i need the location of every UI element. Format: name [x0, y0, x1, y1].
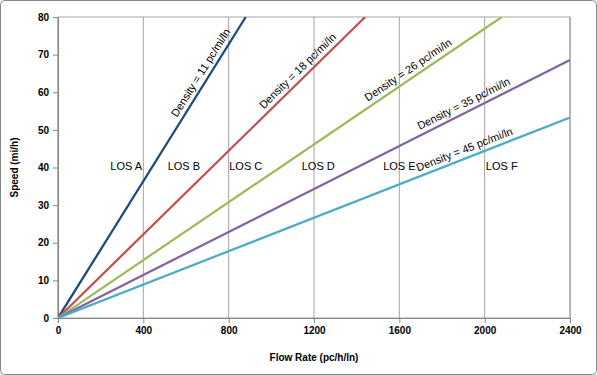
line-label: Density = 11 pc/mi/ln — [169, 26, 233, 119]
density-line — [58, 17, 246, 318]
x-tick: 1200 — [303, 318, 326, 336]
y-tick-mark — [53, 318, 58, 319]
y-axis-line — [58, 18, 59, 319]
annotations: LOS A LOS B LOS C LOS D LOS E LOS F — [110, 160, 518, 172]
density-line — [58, 17, 365, 318]
los-label: LOS D — [302, 160, 335, 172]
los-label: LOS C — [229, 160, 262, 172]
chart: 0 400 800 1200 1600 2000 2400 0 10 20 30 40 50 60 70 80… — [0, 0, 597, 375]
grid-line — [143, 17, 144, 318]
x-tick-label: 1200 — [303, 325, 326, 336]
y-tick-label: 80 — [38, 12, 50, 23]
y-tick-label: 30 — [38, 200, 50, 211]
y-tick-mark — [53, 92, 58, 93]
line-label: Density = 26 pc/mi/ln — [362, 36, 453, 103]
plot-frame — [58, 17, 570, 318]
x-tick: 2000 — [474, 318, 497, 336]
density-line — [58, 17, 502, 318]
y-tick-mark — [53, 168, 58, 169]
x-axis-title: Flow Rate (pc/h/ln) — [270, 352, 359, 363]
y-tick-label: 10 — [38, 275, 50, 286]
los-label: LOS A — [110, 160, 142, 172]
y-tick-label: 60 — [38, 87, 50, 98]
y-tick: 10 — [38, 275, 58, 286]
x-tick-mark — [399, 318, 400, 323]
x-tick: 400 — [135, 318, 152, 336]
x-tick-mark — [485, 318, 486, 323]
y-tick-mark — [53, 130, 58, 131]
y-tick-mark — [53, 243, 58, 244]
x-tick-label: 800 — [221, 325, 238, 336]
x-axis: 0 400 800 1200 1600 2000 2400 — [56, 318, 582, 336]
x-tick: 0 — [56, 318, 62, 336]
grid — [58, 17, 570, 318]
x-tick-mark — [229, 318, 230, 323]
line-labels: Density = 11 pc/mi/ln Density = 18 pc/mi/… — [169, 26, 515, 173]
los-label: LOS B — [168, 160, 200, 172]
lines — [58, 17, 570, 318]
x-tick-label: 2000 — [474, 325, 497, 336]
los-label: LOS E — [383, 160, 415, 172]
y-tick: 50 — [38, 125, 58, 136]
x-tick-label: 2400 — [559, 325, 582, 336]
y-tick-mark — [53, 17, 58, 18]
y-tick-label: 50 — [38, 125, 50, 136]
plot: 0 400 800 1200 1600 2000 2400 0 10 20 30 40 50 60 70 80… — [38, 12, 582, 336]
y-tick: 80 — [38, 12, 58, 23]
y-tick-mark — [53, 280, 58, 281]
x-tick-mark — [570, 318, 571, 323]
x-tick-mark — [143, 318, 144, 323]
y-tick-label: 0 — [43, 313, 49, 324]
y-tick-mark — [53, 205, 58, 206]
density-line — [58, 60, 570, 318]
y-tick: 20 — [38, 237, 58, 248]
x-tick: 1600 — [389, 318, 412, 336]
y-tick-label: 70 — [38, 49, 50, 60]
x-tick-label: 1600 — [389, 325, 412, 336]
y-tick-label: 40 — [38, 162, 50, 173]
line-label: Density = 35 pc/mi/ln — [415, 75, 512, 132]
x-tick: 800 — [221, 318, 238, 336]
x-tick-label: 400 — [135, 325, 152, 336]
y-tick-mark — [53, 55, 58, 56]
x-tick-mark — [314, 318, 315, 323]
y-tick: 70 — [38, 49, 58, 60]
y-axis-title: Speed (mi/h) — [9, 137, 20, 197]
density-line — [58, 117, 570, 318]
line-label: Density = 18 pc/mi/ln — [257, 31, 339, 111]
x-tick: 2400 — [559, 318, 582, 336]
x-tick-label: 0 — [56, 325, 62, 336]
y-tick: 40 — [38, 162, 58, 173]
y-tick: 0 — [43, 313, 58, 324]
y-tick-label: 20 — [38, 237, 50, 248]
y-tick: 60 — [38, 87, 58, 98]
los-label: LOS F — [486, 160, 518, 172]
y-tick: 30 — [38, 200, 58, 211]
chart-border — [1, 1, 597, 375]
y-axis: 0 10 20 30 40 50 60 70 80 — [38, 12, 59, 324]
x-tick-mark — [58, 318, 59, 323]
